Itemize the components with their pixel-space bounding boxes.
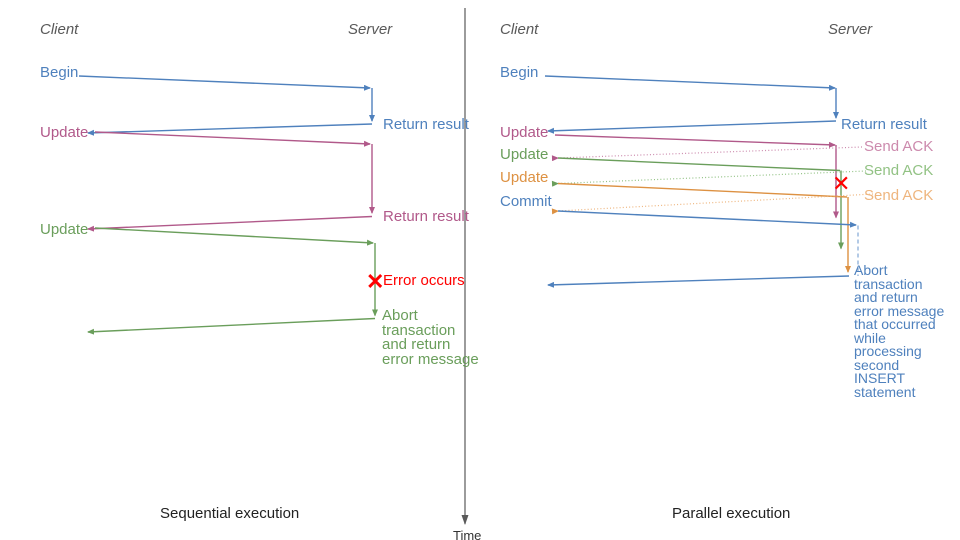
svg-text:✕: ✕: [832, 171, 850, 196]
svg-text:✕: ✕: [366, 269, 384, 294]
